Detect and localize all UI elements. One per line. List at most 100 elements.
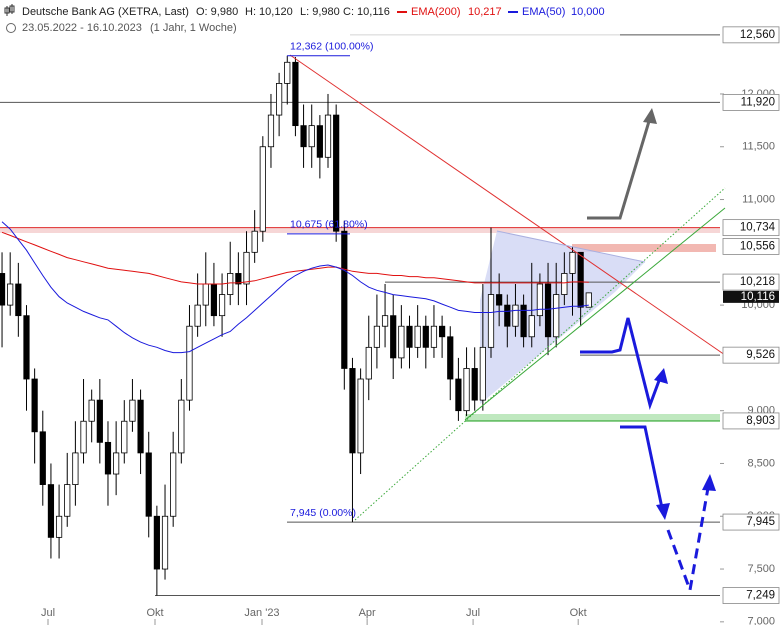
level-box — [722, 412, 780, 430]
candle-body — [161, 515, 169, 570]
candle-body — [235, 273, 242, 285]
arrow-head — [702, 474, 716, 491]
level-label: 11,920 — [741, 96, 775, 108]
ohlc-close: C: 10,116 — [343, 6, 390, 18]
level-label: 7,945 — [746, 516, 775, 528]
candle-body — [39, 431, 46, 485]
candle-body — [104, 441, 112, 475]
candle-body — [569, 251, 576, 274]
y-tick-label: 7,500 — [747, 563, 775, 575]
ohlc-high: H: 10,120 — [245, 6, 293, 18]
candle-body — [430, 325, 438, 348]
candle-body — [137, 399, 144, 454]
x-tick-label: Okt — [570, 607, 587, 619]
fib-label: 10,675 (61.80%) — [290, 219, 368, 231]
candle-body — [210, 283, 218, 317]
last-price-label: 10,116 — [741, 291, 775, 303]
fib-label: 12,362 (100.00%) — [290, 41, 373, 53]
legend-value: 10,000 — [571, 6, 605, 18]
candle-body — [186, 325, 193, 401]
arrow-blue-down — [620, 425, 664, 509]
candle-body — [96, 399, 103, 443]
last-price-box — [723, 290, 779, 303]
candle-body — [194, 304, 201, 327]
candle-body — [504, 304, 511, 327]
fib-label: 7,945 (0.00%) — [290, 507, 356, 519]
uptrend-line — [464, 207, 726, 421]
candle-body — [463, 368, 470, 412]
level-box — [722, 94, 780, 111]
x-tick-label: Jul — [41, 607, 55, 619]
candle-body — [55, 515, 63, 538]
candle-body — [243, 251, 250, 285]
candle-body — [373, 325, 381, 348]
candle-body — [145, 452, 152, 517]
candle-body — [471, 368, 478, 401]
header: Deutsche Bank AG (XETRA, Last) O: 9,980 … — [0, 0, 620, 36]
candle-body — [15, 283, 22, 317]
candle-body — [422, 325, 429, 348]
arrow-up-gray — [587, 117, 652, 220]
candle-body — [398, 325, 405, 359]
support-box — [465, 414, 720, 422]
arrow-head — [656, 503, 670, 520]
triangle-top — [496, 230, 646, 263]
drawings-back — [0, 227, 720, 422]
legend-label: EMA(200) — [411, 6, 461, 18]
triangle-zone — [480, 231, 645, 404]
candle-body — [544, 283, 552, 338]
x-tick-label: Jan '23 — [244, 607, 279, 619]
level-box — [722, 26, 780, 44]
arrow-blue-dashed — [666, 487, 710, 596]
candle-body — [7, 283, 14, 306]
date-range: 23.05.2022 - 16.10.2023 — [22, 22, 142, 34]
axes: 7,0007,5008,0008,5009,00010,00011,00011,… — [41, 26, 780, 625]
level-label: 12,560 — [740, 29, 775, 41]
candle-body — [0, 273, 6, 306]
level-label: 8,903 — [746, 415, 775, 427]
resistance-band — [0, 227, 720, 233]
level-label: 7,249 — [746, 590, 775, 602]
arrow-head — [654, 368, 668, 384]
arrow-head — [643, 108, 657, 124]
level-box — [722, 273, 780, 291]
ohlc-open: O: 9,980 — [196, 6, 238, 18]
level-box — [722, 346, 780, 364]
candle-body — [251, 230, 258, 253]
candle-body — [202, 283, 209, 306]
candle-body — [406, 325, 413, 348]
candle-body — [585, 292, 592, 308]
candle-body — [218, 294, 226, 317]
candle-body — [178, 399, 185, 454]
drawings-front: 12,362 (100.00%) 10,675 (61.80%) 7,945 (0.… — [287, 41, 726, 596]
header-bg — [0, 0, 620, 36]
candle-body — [267, 114, 275, 148]
clock-icon — [6, 23, 16, 33]
candle-body — [292, 61, 299, 127]
candle-body — [64, 484, 71, 517]
level-box — [722, 238, 780, 255]
candle-body — [276, 83, 283, 116]
level-box — [722, 513, 780, 531]
candle-body — [259, 146, 266, 232]
candle-body — [357, 378, 364, 454]
instrument-name: Deutsche Bank AG (XETRA, Last) — [22, 6, 189, 18]
candle-body — [170, 452, 177, 517]
y-tick-label: 11,000 — [742, 193, 775, 205]
candle-body — [414, 325, 421, 348]
candle-body — [487, 294, 495, 348]
period: (1 Jahr, 1 Woche) — [150, 22, 237, 34]
candle-body — [536, 283, 543, 317]
uptrend-dotted — [354, 187, 726, 521]
candle-body — [577, 251, 584, 308]
legend-label: EMA(50) — [522, 6, 565, 18]
x-tick-label: Apr — [359, 607, 376, 619]
icon — [4, 4, 15, 16]
y-tick-label: 11,500 — [742, 141, 775, 153]
candle-body — [333, 114, 340, 232]
candle-body — [324, 114, 332, 158]
y-tick-label: 8,500 — [747, 457, 775, 469]
level-box — [722, 219, 780, 237]
y-tick-label: 7,000 — [747, 616, 775, 625]
